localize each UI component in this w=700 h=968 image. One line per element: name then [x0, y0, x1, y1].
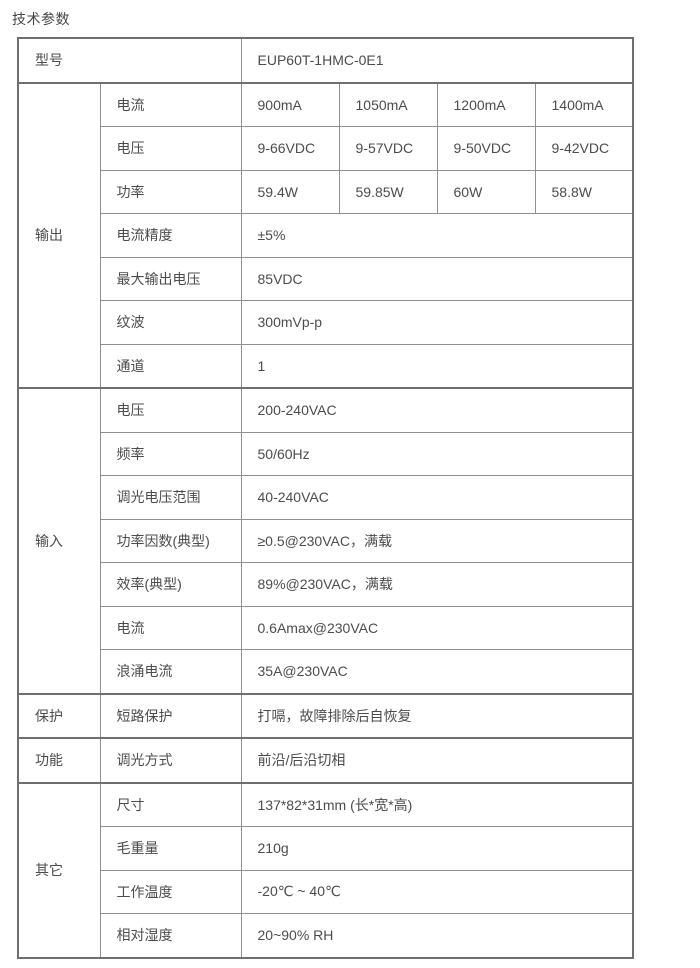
param-value: 40-240VAC	[240, 475, 634, 520]
param-value: 137*82*31mm (长*宽*高)	[240, 781, 634, 827]
param-label: 功率因数(典型)	[99, 518, 242, 563]
param-label: 电压	[99, 387, 242, 433]
param-label: 电流	[99, 605, 242, 650]
page-title: 技术参数	[12, 11, 70, 27]
param-value: ±5%	[240, 213, 634, 258]
param-value: 1050mA	[338, 81, 438, 127]
table-row: 频率 50/60Hz	[18, 431, 634, 476]
param-label: 短路保护	[99, 692, 242, 739]
table-row: 输出 电流 900mA 1050mA 1200mA 1400mA	[17, 81, 634, 389]
table-row: 电流精度 ±5%	[18, 213, 634, 258]
table-row: 毛重量 210g	[18, 826, 634, 871]
table-row: 纹波 300mVp-p	[18, 300, 634, 345]
param-label: 电流	[99, 81, 242, 127]
table-row: 相对湿度 20~90% RH	[18, 913, 634, 958]
param-label: 浪涌电流	[99, 649, 242, 694]
param-label: 相对湿度	[99, 913, 242, 958]
section-label-input: 输入	[17, 387, 101, 694]
param-label: 功率	[99, 169, 242, 214]
table-row: 功能 调光方式 前沿/后沿切相	[17, 737, 634, 783]
section-label-other: 其它	[17, 781, 101, 958]
spec-table: 型号 EUP60T-1HMC-0E1 输出 电流 900mA 1050mA 12…	[17, 37, 635, 959]
param-value: 9-50VDC	[436, 126, 536, 171]
param-label: 最大输出电压	[99, 256, 242, 301]
param-label: 电流精度	[99, 213, 242, 258]
table-row: 保护 短路保护 打嗝，故障排除后自恢复	[17, 692, 634, 739]
param-value: 0.6Amax@230VAC	[240, 605, 634, 650]
table-row: 功率因数(典型) ≥0.5@230VAC，满载	[18, 518, 634, 563]
param-value: 20~90% RH	[240, 913, 634, 958]
section-label-function: 功能	[17, 737, 101, 783]
param-label: 毛重量	[99, 826, 242, 871]
param-label: 频率	[99, 431, 242, 476]
table-row: 其它 尺寸 137*82*31mm (长*宽*高)	[17, 781, 634, 958]
param-value: 9-57VDC	[338, 126, 438, 171]
param-label: 工作温度	[99, 869, 242, 914]
param-value: -20℃ ~ 40℃	[240, 869, 634, 914]
param-value: 9-42VDC	[534, 126, 634, 171]
param-label: 效率(典型)	[99, 562, 242, 607]
param-value: 60W	[436, 169, 536, 214]
param-value: 900mA	[240, 81, 340, 127]
table-row: 调光电压范围 40-240VAC	[18, 475, 634, 520]
param-value: 前沿/后沿切相	[240, 737, 634, 783]
table-row: 型号 EUP60T-1HMC-0E1	[17, 37, 634, 83]
param-label: 调光电压范围	[99, 475, 242, 520]
param-value: 58.8W	[534, 169, 634, 214]
param-value: 59.4W	[240, 169, 340, 214]
param-value: 200-240VAC	[240, 387, 634, 433]
param-value: 1200mA	[436, 81, 536, 127]
table-row: 最大输出电压 85VDC	[18, 256, 634, 301]
param-label: 电压	[99, 126, 242, 171]
param-value: ≥0.5@230VAC，满载	[240, 518, 634, 563]
param-label: 纹波	[99, 300, 242, 345]
model-value: EUP60T-1HMC-0E1	[240, 37, 634, 83]
param-value: 1400mA	[534, 81, 634, 127]
section-label-output: 输出	[17, 81, 101, 389]
param-value: 9-66VDC	[240, 126, 340, 171]
table-row: 功率 59.4W 59.85W 60W 58.8W	[18, 169, 634, 214]
param-value: 35A@230VAC	[240, 649, 634, 694]
param-value: 89%@230VAC，满载	[240, 562, 634, 607]
param-value: 1	[240, 343, 634, 389]
param-value: 85VDC	[240, 256, 634, 301]
param-value: 210g	[240, 826, 634, 871]
param-value: 59.85W	[338, 169, 438, 214]
table-row: 通道 1	[18, 343, 634, 389]
param-value: 50/60Hz	[240, 431, 634, 476]
section-label-protection: 保护	[17, 692, 101, 739]
table-row: 电流 0.6Amax@230VAC	[18, 605, 634, 650]
model-label: 型号	[17, 37, 242, 83]
table-row: 输入 电压 200-240VAC	[17, 387, 634, 694]
param-value: 打嗝，故障排除后自恢复	[240, 692, 634, 739]
table-row: 浪涌电流 35A@230VAC	[18, 649, 634, 694]
param-label: 调光方式	[99, 737, 242, 783]
param-label: 尺寸	[99, 781, 242, 827]
table-row: 效率(典型) 89%@230VAC，满载	[18, 562, 634, 607]
table-row: 工作温度 -20℃ ~ 40℃	[18, 869, 634, 914]
table-row: 电压 9-66VDC 9-57VDC 9-50VDC 9-42VDC	[18, 126, 634, 171]
param-value: 300mVp-p	[240, 300, 634, 345]
param-label: 通道	[99, 343, 242, 389]
